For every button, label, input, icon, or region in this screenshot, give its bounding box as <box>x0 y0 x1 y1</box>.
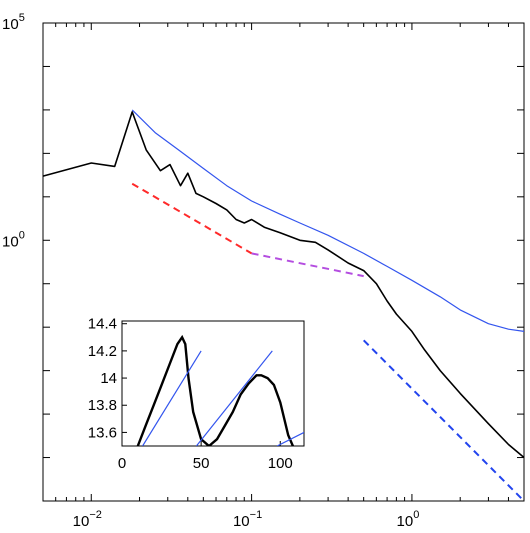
inset-y-tick-label: 14.4 <box>88 316 117 333</box>
inset-y-tick-label: 13.6 <box>88 424 117 441</box>
inset-y-tick-label: 14 <box>100 370 117 387</box>
inset-x-tick-label: 50 <box>193 455 210 472</box>
envelope-line <box>131 109 525 332</box>
inset-frame <box>121 320 305 447</box>
inset-x-tick-label: 100 <box>268 455 293 472</box>
inset-fit-line <box>142 350 202 446</box>
red_guide-line <box>131 182 253 255</box>
blue_guide-line <box>362 339 525 502</box>
inset-x-tick-label: 0 <box>118 455 126 472</box>
x-tick-label: 10−2 <box>73 509 102 530</box>
x-tick-label: 10−1 <box>233 509 262 530</box>
x-tick-label: 100 <box>397 509 420 530</box>
main-ticks: 10−2 10−1 100 100 105 <box>2 12 525 530</box>
inset-fit-line <box>276 431 304 446</box>
spectrum-line <box>42 111 525 459</box>
y-tick-label: 100 <box>2 229 25 250</box>
main-plot-frame <box>42 22 525 502</box>
inset-y-tick-label: 13.8 <box>88 397 117 414</box>
inset-ticks: 0 50 100 13.6 13.8 14 14.2 14.4 <box>88 316 293 472</box>
inset-fit-line <box>195 350 273 446</box>
main-series <box>42 109 525 502</box>
inset-y-tick-label: 14.2 <box>88 343 117 360</box>
purple_guide-line <box>251 252 364 278</box>
y-tick-label: 105 <box>2 12 25 33</box>
inset-series <box>136 334 304 446</box>
inset-signal-line <box>136 334 295 446</box>
